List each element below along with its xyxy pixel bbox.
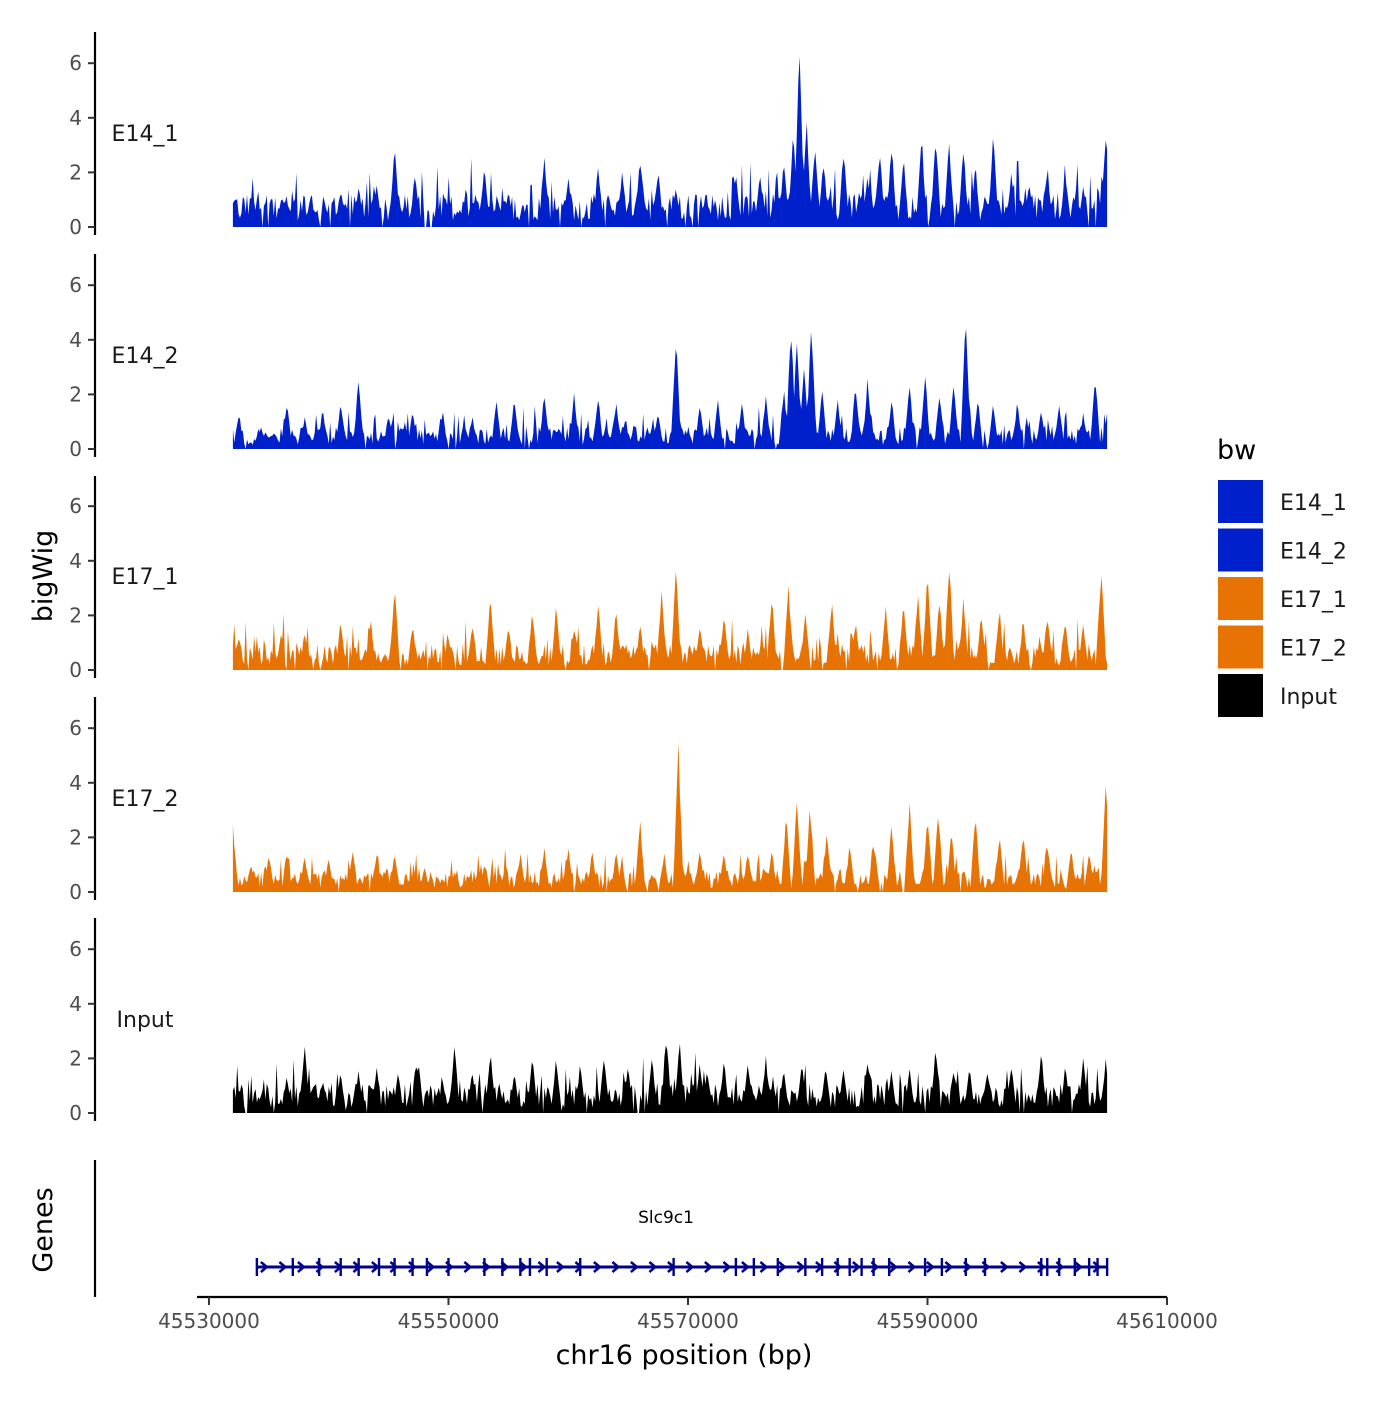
legend-swatch <box>1218 674 1263 717</box>
strand-arrow <box>704 1261 713 1273</box>
strand-arrow <box>944 1261 954 1273</box>
track-input: 0 2 4 6 Input <box>69 918 1108 1125</box>
y-tick-label: 0 <box>69 215 82 239</box>
legend-swatch <box>1218 625 1263 669</box>
x-tick-label: 45570000 <box>637 1309 739 1333</box>
track-e14-1: 0 2 4 6 E14_1 <box>69 32 1108 239</box>
x-tick-label: 45610000 <box>1116 1309 1218 1333</box>
legend-item: E14_1 <box>1218 480 1347 523</box>
x-tick-label: 45590000 <box>877 1309 979 1333</box>
track-e17-2: 0 2 4 6 E17_2 <box>69 697 1108 904</box>
y-axis-title: bigWig <box>28 530 59 623</box>
strand-arrow <box>593 1261 602 1273</box>
strand-arrow <box>722 1261 732 1273</box>
strand-arrow <box>852 1261 861 1273</box>
strand-arrow <box>1037 1261 1046 1273</box>
y-tick-label: 6 <box>69 494 82 518</box>
legend-label: E14_2 <box>1280 540 1347 565</box>
x-axis: 45530000 45550000 45570000 45590000 45610000 <box>158 1295 1218 1333</box>
strand-arrow <box>611 1261 621 1273</box>
legend-swatch <box>1218 577 1263 620</box>
legend: bw E14_1 E14_2 E17_1 E17_2 Input <box>1217 435 1347 717</box>
legend-swatch <box>1218 528 1263 572</box>
strand-arrow <box>408 1261 417 1273</box>
strand-arrow <box>278 1261 288 1273</box>
y-tick-label: 6 <box>69 51 82 75</box>
signal-area <box>232 571 1108 670</box>
legend-item: E17_2 <box>1218 625 1347 669</box>
strand-arrow <box>1000 1261 1009 1273</box>
strand-arrow <box>685 1261 695 1273</box>
signal-area <box>232 1043 1108 1113</box>
gene-label: Slc9c1 <box>638 1208 694 1228</box>
track-label: Input <box>117 1008 174 1033</box>
strand-arrow <box>907 1261 917 1273</box>
y-tick-label: 2 <box>69 825 82 849</box>
gene-track: Slc9c1 <box>93 1160 1109 1297</box>
strand-arrow <box>537 1261 547 1273</box>
y-tick-label: 2 <box>69 382 82 406</box>
legend-item: E17_1 <box>1218 577 1347 620</box>
y-tick-label: 2 <box>69 603 82 627</box>
x-tick-label: 45530000 <box>158 1309 260 1333</box>
y-tick-label: 4 <box>69 992 82 1016</box>
y-tick-label: 4 <box>69 771 82 795</box>
y-tick-label: 0 <box>69 658 82 682</box>
strand-arrow <box>759 1261 769 1273</box>
strand-arrow <box>796 1261 806 1273</box>
signal-area <box>232 742 1108 892</box>
track-e14-2: 0 2 4 6 E14_2 <box>69 254 1108 461</box>
y-tick-label: 4 <box>69 549 82 573</box>
y-tick-label: 2 <box>69 1046 82 1070</box>
signal-area <box>232 56 1108 228</box>
strand-arrow <box>463 1261 473 1273</box>
track-label: E17_1 <box>112 565 179 590</box>
strand-arrow <box>260 1261 269 1273</box>
track-label: E14_2 <box>112 344 179 369</box>
y-tick-label: 6 <box>69 937 82 961</box>
strand-arrow <box>833 1261 843 1273</box>
y-tick-label: 6 <box>69 273 82 297</box>
y-tick-label: 0 <box>69 1101 82 1125</box>
signal-area <box>232 328 1108 449</box>
strand-arrow <box>778 1261 787 1273</box>
y-tick-label: 2 <box>69 160 82 184</box>
y-tick-label: 4 <box>69 328 82 352</box>
legend-title: bw <box>1217 435 1256 466</box>
track-e17-1: 0 2 4 6 E17_1 <box>69 476 1108 682</box>
legend-swatch <box>1218 480 1263 523</box>
signal-tracks: 0 2 4 6 E14_1 0 2 4 6 E14_2 0 2 4 6 E17_1 0 2 4 6 E17_2 0 2 4 6… <box>69 32 1108 1125</box>
strand-arrow <box>630 1261 639 1273</box>
strand-arrow <box>648 1261 658 1273</box>
legend-item: E14_2 <box>1218 528 1347 572</box>
strand-arrow <box>389 1261 399 1273</box>
y-tick-label: 6 <box>69 716 82 740</box>
track-label: E14_1 <box>112 122 179 147</box>
strand-arrow <box>1092 1261 1102 1273</box>
track-label: E17_2 <box>112 787 179 812</box>
strand-arrow <box>297 1261 306 1273</box>
legend-label: E17_2 <box>1280 637 1347 662</box>
x-axis-title: chr16 position (bp) <box>556 1340 813 1371</box>
y-tick-label: 0 <box>69 880 82 904</box>
strand-arrow <box>926 1261 935 1273</box>
legend-label: E14_1 <box>1280 491 1347 516</box>
strand-arrow <box>1074 1261 1083 1273</box>
y-tick-label: 0 <box>69 437 82 461</box>
legend-label: E17_1 <box>1280 588 1347 613</box>
y-tick-label: 4 <box>69 106 82 130</box>
genes-track-title: Genes <box>28 1187 59 1272</box>
strand-arrow <box>889 1261 898 1273</box>
strand-arrow <box>741 1261 750 1273</box>
legend-label: Input <box>1280 685 1337 710</box>
x-tick-label: 45550000 <box>398 1309 500 1333</box>
strand-arrow <box>426 1261 436 1273</box>
legend-item: Input <box>1218 674 1337 717</box>
strand-arrow <box>519 1261 528 1273</box>
strand-arrow <box>1018 1261 1028 1273</box>
strand-arrow <box>556 1261 565 1273</box>
